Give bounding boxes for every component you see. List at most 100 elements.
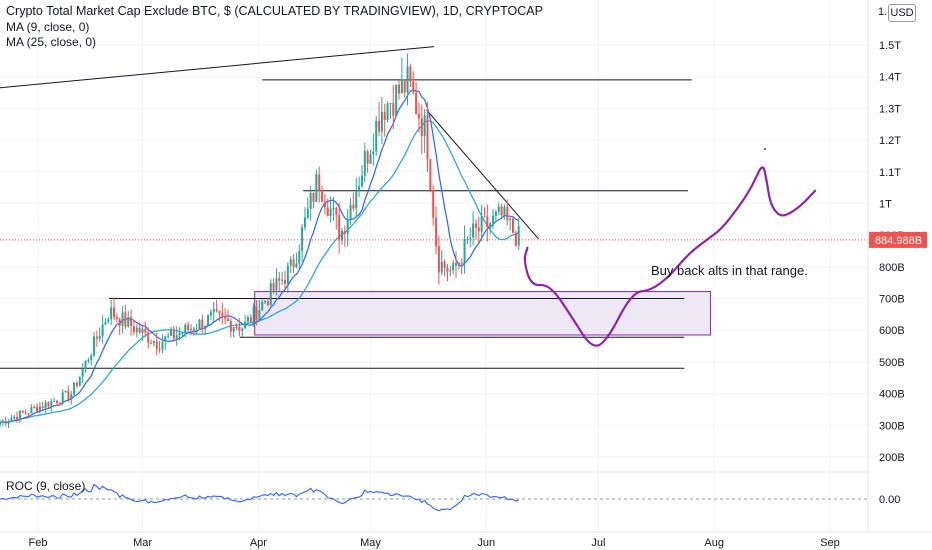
price-tick-label: 1.3T — [879, 103, 901, 115]
axis-top-label: 1. — [878, 6, 888, 18]
candle-body — [172, 329, 175, 339]
candle-body — [512, 218, 514, 233]
candle-body — [178, 333, 181, 336]
candle-body — [358, 186, 361, 192]
candle-body — [232, 327, 235, 332]
candle-body — [158, 348, 161, 350]
candle-body — [189, 328, 192, 330]
candle-body — [323, 201, 326, 208]
candle-body — [195, 329, 198, 331]
candle-body — [115, 317, 118, 320]
ma9-legend[interactable]: MA (9, close, 0) — [6, 20, 90, 34]
candle-body — [175, 335, 178, 339]
roc-legend[interactable]: ROC (9, close) — [6, 479, 86, 493]
candle-body — [406, 66, 409, 93]
candle-body — [218, 310, 221, 313]
candle-body — [506, 206, 509, 221]
candle-body — [118, 319, 121, 326]
candle-body — [70, 394, 73, 400]
candle-body — [494, 211, 497, 216]
candle-body — [124, 312, 127, 327]
candle-body — [75, 382, 78, 386]
candle-body — [298, 251, 301, 264]
candle-body — [460, 262, 463, 264]
candle-body — [181, 332, 184, 334]
candle-body — [303, 217, 306, 228]
projection-drawing[interactable] — [523, 166, 817, 347]
time-tick-label: Feb — [29, 537, 48, 549]
candle-body — [395, 84, 398, 116]
time-tick-label: Aug — [704, 537, 724, 549]
candle-body — [246, 317, 249, 322]
candle-body — [500, 206, 503, 216]
ma25-legend[interactable]: MA (25, close, 0) — [6, 35, 97, 49]
candle-body — [326, 207, 329, 217]
candle-body — [275, 278, 278, 291]
price-tick-label: 1.2T — [879, 135, 901, 147]
chart-title: Crypto Total Market Cap Exclude BTC, $ (… — [6, 4, 543, 18]
candle-body — [0, 422, 1, 425]
candle-body — [455, 263, 457, 266]
candle-body — [93, 336, 96, 356]
upper-trendline[interactable] — [0, 46, 435, 89]
candle-body — [315, 174, 318, 202]
candle-body — [369, 154, 372, 164]
candle-body — [141, 328, 144, 333]
descending-trendline[interactable] — [426, 109, 539, 240]
time-axis[interactable]: Feb Mar Apr May Jun Jul Aug Sep — [29, 537, 840, 549]
candle-body — [423, 115, 426, 137]
candle-body — [457, 262, 460, 266]
price-axis[interactable]: 1.5T1.4T1.3T1.2T1.1T1T900B800B700B600B50… — [879, 40, 905, 464]
candle-body — [18, 410, 21, 420]
candle-body — [16, 416, 19, 420]
price-tick-label: 800B — [879, 262, 905, 274]
candle-body — [352, 204, 355, 209]
candle-body — [349, 204, 352, 220]
annotation-text[interactable]: Buy back alts in that range. — [651, 263, 808, 278]
time-tick-label: Jul — [591, 537, 605, 549]
candle-body — [138, 327, 141, 333]
price-tick-label: 400B — [879, 389, 905, 401]
candle-body — [187, 324, 190, 330]
candle-body — [492, 215, 495, 224]
candle-body — [238, 327, 241, 331]
candle-body — [101, 324, 104, 337]
candle-body — [7, 421, 10, 424]
candle-body — [341, 231, 343, 241]
candle-body — [258, 310, 261, 321]
candle-body — [113, 307, 115, 318]
time-gridlines — [37, 0, 831, 532]
candle-body — [249, 317, 252, 323]
candle-body — [209, 312, 212, 316]
candle-body — [306, 208, 309, 218]
currency-button[interactable]: USD — [888, 4, 916, 22]
candle-body — [155, 341, 158, 349]
candle-body — [47, 402, 50, 407]
candle-body — [110, 307, 113, 320]
candle-body — [81, 368, 84, 377]
candle-body — [104, 322, 107, 325]
candle-body — [121, 312, 124, 326]
candle-body — [446, 267, 449, 272]
candle-body — [360, 175, 363, 187]
candle-body — [261, 302, 264, 311]
candle-body — [417, 114, 420, 119]
candle-body — [73, 382, 76, 395]
roc-tick-label: 0.00 — [879, 494, 900, 506]
price-tick-label: 200B — [879, 452, 905, 464]
candle-body — [252, 305, 255, 323]
candle-body — [221, 312, 224, 316]
candle-body — [489, 223, 492, 228]
candle-body — [241, 328, 244, 331]
last-price-label: 884.988B — [875, 235, 922, 247]
candle-body — [432, 190, 435, 218]
candle-body — [309, 193, 312, 209]
price-tick-label: 1T — [879, 198, 892, 210]
candle-body — [469, 237, 472, 240]
candle-body — [235, 327, 238, 329]
candle-body — [67, 390, 70, 400]
candle-body — [452, 263, 455, 271]
candle-body — [480, 216, 483, 232]
candle-body — [389, 103, 392, 105]
